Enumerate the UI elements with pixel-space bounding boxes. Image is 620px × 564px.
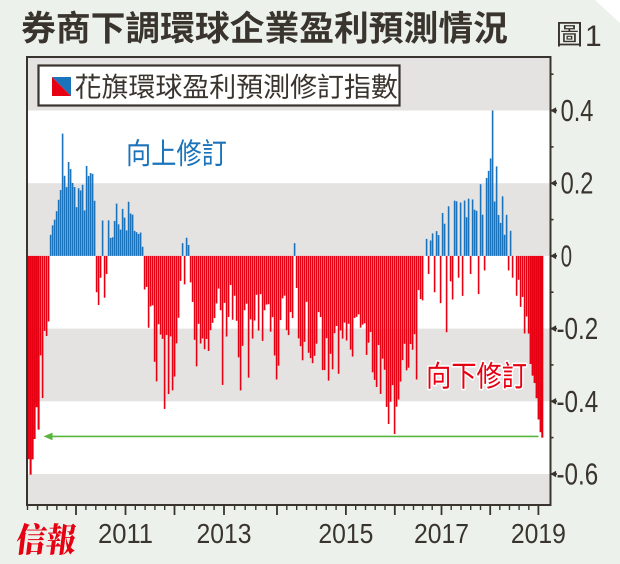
svg-text:2011: 2011 bbox=[98, 518, 153, 549]
svg-text:2019: 2019 bbox=[511, 518, 566, 549]
svg-text:2015: 2015 bbox=[318, 518, 373, 549]
svg-text:-0.6: -0.6 bbox=[557, 458, 599, 492]
svg-text:0: 0 bbox=[561, 239, 572, 273]
svg-text:2017: 2017 bbox=[414, 518, 469, 549]
svg-text:1: 1 bbox=[585, 20, 602, 53]
svg-text:0.2: 0.2 bbox=[561, 167, 594, 201]
svg-text:-0.2: -0.2 bbox=[557, 312, 599, 346]
svg-text:0.4: 0.4 bbox=[561, 94, 594, 128]
svg-text:2013: 2013 bbox=[197, 518, 252, 549]
svg-text:-0.4: -0.4 bbox=[557, 385, 599, 419]
